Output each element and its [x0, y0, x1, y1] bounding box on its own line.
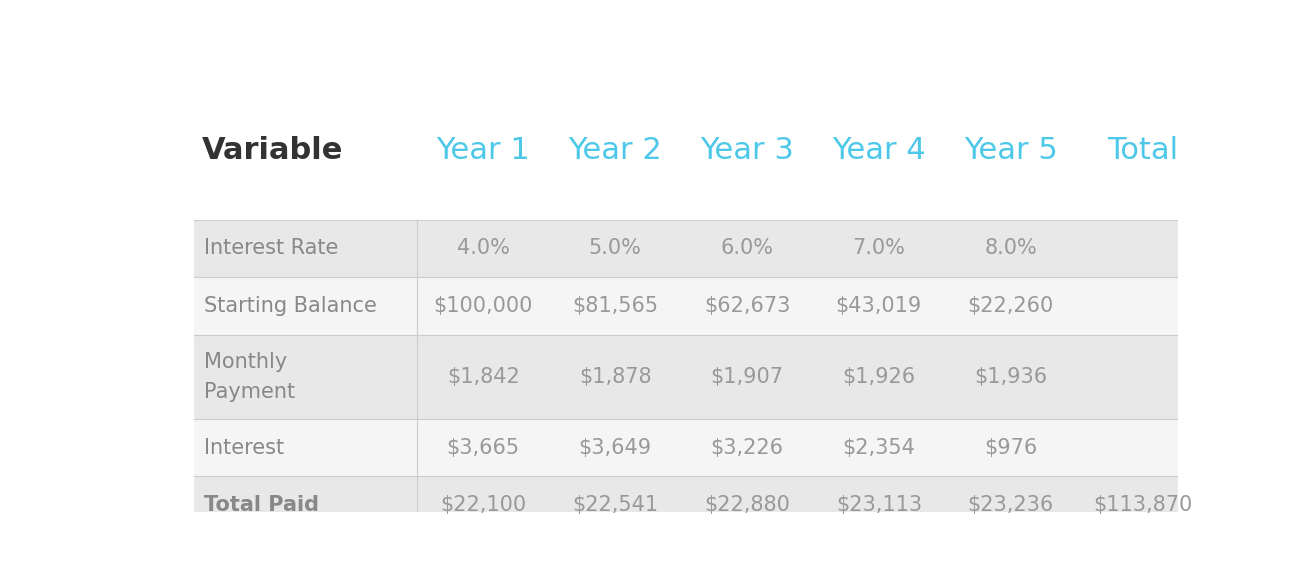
Text: $81,565: $81,565 — [572, 296, 658, 316]
Text: $23,236: $23,236 — [967, 495, 1054, 515]
Text: $22,260: $22,260 — [967, 296, 1054, 316]
Text: Interest: Interest — [204, 438, 284, 458]
Text: $1,878: $1,878 — [579, 367, 652, 387]
Text: Year 3: Year 3 — [700, 136, 793, 165]
Bar — [194, 87, 1208, 220]
Text: $1,936: $1,936 — [974, 367, 1047, 387]
Text: $22,100: $22,100 — [440, 495, 526, 515]
Bar — [194, 277, 1208, 335]
Text: Starting Balance: Starting Balance — [204, 296, 377, 316]
Text: Monthly
Payment: Monthly Payment — [204, 352, 296, 401]
Bar — [194, 476, 1208, 534]
Text: $43,019: $43,019 — [835, 296, 922, 316]
Text: $1,907: $1,907 — [711, 367, 784, 387]
Text: $23,113: $23,113 — [835, 495, 922, 515]
Text: $113,870: $113,870 — [1093, 495, 1192, 515]
Text: 8.0%: 8.0% — [984, 238, 1037, 258]
Text: 6.0%: 6.0% — [720, 238, 774, 258]
Text: $3,665: $3,665 — [446, 438, 520, 458]
Text: 5.0%: 5.0% — [589, 238, 641, 258]
Text: Interest Rate: Interest Rate — [204, 238, 339, 258]
Text: $1,842: $1,842 — [446, 367, 520, 387]
Text: $62,673: $62,673 — [704, 296, 791, 316]
Text: 4.0%: 4.0% — [457, 238, 509, 258]
Text: $3,649: $3,649 — [579, 438, 652, 458]
Text: 7.0%: 7.0% — [852, 238, 906, 258]
Text: Year 5: Year 5 — [963, 136, 1058, 165]
Text: Variable: Variable — [202, 136, 343, 165]
Text: $976: $976 — [984, 438, 1037, 458]
Text: Total Paid: Total Paid — [204, 495, 319, 515]
Text: $3,226: $3,226 — [711, 438, 784, 458]
Text: Year 2: Year 2 — [568, 136, 662, 165]
Bar — [194, 335, 1208, 419]
Text: $1,926: $1,926 — [842, 367, 915, 387]
Text: $2,354: $2,354 — [843, 438, 915, 458]
Text: $22,880: $22,880 — [704, 495, 789, 515]
Bar — [194, 419, 1208, 476]
Text: $100,000: $100,000 — [433, 296, 533, 316]
Text: $22,541: $22,541 — [572, 495, 658, 515]
Bar — [194, 220, 1208, 277]
Text: Total: Total — [1107, 136, 1178, 165]
Text: Year 1: Year 1 — [436, 136, 530, 165]
Text: Year 4: Year 4 — [833, 136, 925, 165]
